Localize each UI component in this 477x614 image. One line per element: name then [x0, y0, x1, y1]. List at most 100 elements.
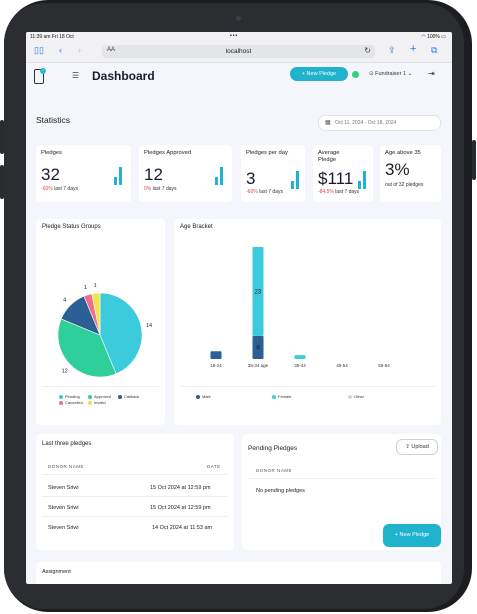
back-icon[interactable]: ‹: [59, 45, 62, 55]
tabs-icon[interactable]: ⧉: [431, 45, 438, 55]
last-pledges-panel: Last three pledges DONOR NAME DATE Steve…: [36, 434, 234, 550]
legend-dot: [272, 394, 276, 399]
mini-bar: [358, 181, 361, 189]
multitask-dots[interactable]: •••: [230, 33, 239, 39]
forward-icon[interactable]: ›: [78, 45, 81, 55]
age-legend: Male Female Other: [174, 394, 441, 404]
reader-aa-button[interactable]: AA: [107, 47, 116, 53]
stat-card-average: Average Pledge $111 -84.5% last 7 days: [313, 145, 373, 202]
address-bar[interactable]: AA localhost ↻: [102, 45, 375, 58]
stat-label: Age above 35: [385, 150, 421, 156]
fundraiser-selector[interactable]: ⊙ Fundraiser 1 ⌄: [369, 71, 412, 77]
stat-card-per-day: Pledges per day 3 -60% last 7 days: [241, 145, 305, 202]
mini-bar: [119, 167, 122, 185]
new-tab-icon[interactable]: +: [410, 43, 417, 55]
pie-legend: Pending Approved Callback Cancelled Inva…: [36, 394, 165, 414]
divider: [248, 478, 435, 479]
camera-icon: [236, 16, 241, 21]
reload-icon[interactable]: ↻: [364, 46, 371, 55]
x-tick-label: 45-54: [336, 363, 348, 368]
age-bar-chart: 18-24 35-34 age 35-44 45-54 55-64 23 6: [210, 247, 390, 368]
legend-item-callback: Callback: [118, 394, 139, 399]
divider: [42, 516, 228, 517]
pie-slice: [99, 292, 143, 375]
empty-state-text: No pending pledges: [256, 488, 305, 494]
x-tick-label: 55-64: [378, 363, 390, 368]
mini-bar-chart: [291, 169, 303, 189]
logout-icon[interactable]: ⇥: [428, 69, 435, 78]
x-tick-label: 18-24: [210, 363, 222, 368]
stat-value: $111: [318, 169, 354, 188]
page-title: Dashboard: [92, 69, 155, 83]
battery-indicator: ◠ 100% ▭: [421, 34, 446, 40]
row-date: 15 Oct 2024 at 12:59 pm: [150, 485, 211, 491]
stat-value: 3: [246, 169, 256, 188]
legend-item-approved: Approved: [88, 394, 111, 399]
stat-card-age-above-35: Age above 35 3% out of 32 pledges: [380, 145, 441, 202]
mini-bar: [220, 167, 223, 185]
col-header-donor: DONOR NAME: [48, 464, 85, 469]
col-header-donor: DONOR NAME: [256, 468, 293, 473]
pie-slice-label: 1: [84, 285, 87, 291]
statistics-title: Statistics: [36, 115, 71, 125]
pie-slice: [57, 318, 117, 378]
stat-value: 12: [144, 165, 163, 184]
screen: 11:39 am Fri 18 Oct ••• ◠ 100% ▭ ▯▯ ‹ › …: [26, 32, 452, 584]
upload-icon: ⇪: [405, 444, 410, 450]
stat-delta: 0% last 7 days: [144, 186, 177, 192]
sidebar-toggle-icon[interactable]: ▯▯: [34, 45, 44, 55]
legend-dot: [88, 400, 92, 405]
x-tick-label: 35-44: [294, 363, 306, 368]
stat-label: Pledges Approved: [144, 150, 192, 156]
stat-note: out of 32 pledges: [385, 182, 424, 188]
mini-bar: [114, 177, 117, 185]
mini-bar: [296, 171, 299, 189]
col-header-date: DATE: [207, 464, 221, 469]
pie-slice-label: 4: [63, 298, 66, 304]
user-icon: ⊙: [369, 71, 374, 77]
legend-item-male: Male: [196, 394, 211, 399]
pie-slice-label: 14: [146, 323, 152, 329]
legend-dot: [118, 394, 122, 399]
stat-label: Average Pledge: [318, 150, 340, 163]
share-icon[interactable]: ⇪: [388, 45, 396, 55]
stat-label: Pledges per day: [246, 150, 288, 156]
row-donor-name[interactable]: Steven Sriwi: [48, 485, 79, 491]
menu-icon[interactable]: ☰: [72, 71, 80, 80]
status-bar: 11:39 am Fri 18 Oct ••• ◠ 100% ▭: [26, 32, 452, 42]
divider: [42, 386, 159, 387]
panel-title: Last three pledges: [42, 441, 92, 447]
volume-down-button: [0, 165, 4, 199]
row-date: 14 Oct 2024 at 11:53 am: [152, 525, 213, 531]
legend-item-cancelled: Cancelled: [59, 400, 83, 405]
legend-item-other: Other: [348, 394, 364, 399]
mini-bar-chart: [358, 169, 370, 189]
stat-card-pledges: Pledges 32 -60% last 7 days: [36, 145, 131, 202]
panel-title: Assignment: [42, 569, 71, 575]
divider: [42, 496, 228, 497]
row-donor-name[interactable]: Steven Sriwi: [48, 505, 79, 511]
pledge-status-panel: Pledge Status Groups 14 12 4 1 1 Pending App…: [36, 219, 165, 425]
url-text: localhost: [225, 47, 252, 55]
online-status-dot: [352, 71, 359, 78]
new-pledge-button[interactable]: + New Pledge: [290, 67, 348, 81]
wifi-icon: ◠: [421, 34, 426, 40]
volume-up-button: [0, 120, 4, 154]
divider: [42, 474, 228, 475]
upload-button[interactable]: ⇪ Upload: [396, 439, 438, 455]
new-pledge-fab[interactable]: + New Pledge: [383, 524, 441, 547]
fundraiser-label: Fundraiser 1: [375, 71, 407, 77]
bar-data-label: 6: [256, 345, 260, 351]
row-donor-name[interactable]: Steven Sriwi: [48, 525, 79, 531]
panel-title: Pending Pledges: [248, 445, 298, 452]
bar-male: [210, 351, 222, 359]
browser-toolbar: ▯▯ ‹ › AA localhost ↻ ⇪ + ⧉: [26, 42, 452, 63]
chevron-down-icon: ⌄: [407, 71, 413, 77]
date-range-text: Oct 11, 2024 - Oct 18, 2024: [335, 120, 397, 126]
legend-dot: [348, 394, 352, 399]
calendar-icon: ▦: [325, 120, 331, 126]
mini-bar: [215, 177, 218, 185]
date-range-picker[interactable]: ▦ Oct 11, 2024 - Oct 18, 2024: [318, 115, 441, 131]
panel-title: Pledge Status Groups: [42, 224, 101, 230]
panel-title: Age Bracket: [180, 224, 213, 230]
